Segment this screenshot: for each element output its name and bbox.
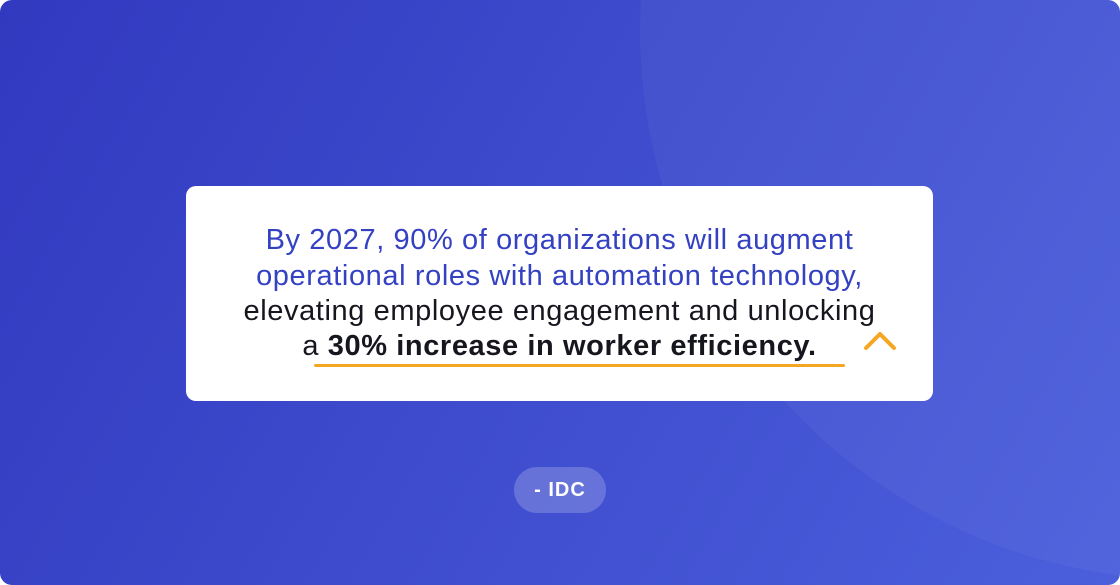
emphasis-underline (314, 364, 845, 367)
quote-lead-line: operational roles with automation techno… (256, 260, 863, 292)
quote-card: By 2027, 90% of organizations will augme… (186, 186, 933, 402)
quote-emphasis: 30% increase in worker efficiency. (327, 330, 817, 362)
quote-lead-line: By 2027, 90% of organizations will augme… (265, 224, 854, 256)
attribution-pill: - IDC (514, 467, 606, 513)
quote-connector: a (302, 330, 320, 362)
increase-arrow (864, 332, 896, 402)
quote-body-line: elevating employee engagement and unlock… (243, 295, 876, 327)
quote-final-line: a 30% increase in worker efficiency. (186, 328, 933, 364)
